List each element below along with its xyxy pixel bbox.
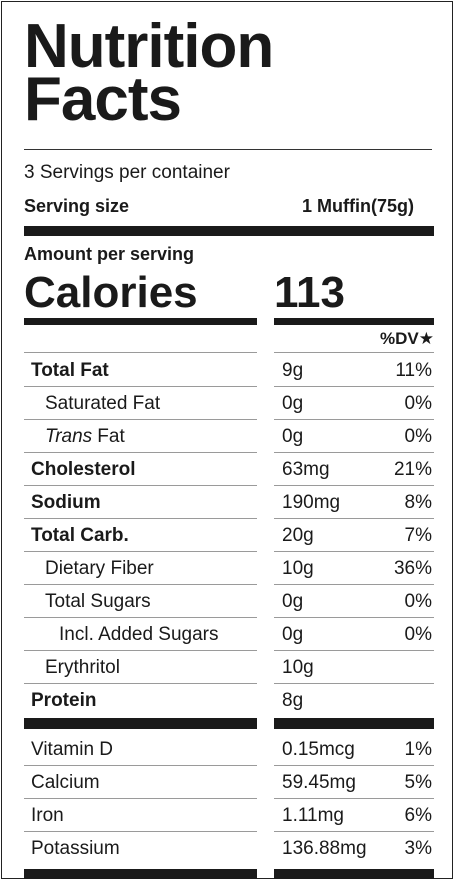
- divider: [274, 352, 434, 353]
- nutrient-dv: 0%: [404, 624, 432, 645]
- nutrient-amount: 0g: [282, 624, 304, 645]
- row-cell: [274, 519, 434, 552]
- row-cell: [274, 354, 434, 387]
- row-cell: [274, 552, 434, 585]
- nutrient-dv: 0%: [404, 591, 432, 612]
- nutrient-amount: 136.88mg: [282, 838, 367, 859]
- thick-bar: [24, 869, 257, 879]
- row-cell: [24, 585, 257, 618]
- nutrient-name: Protein: [31, 690, 97, 711]
- calories-value: 113: [274, 268, 345, 317]
- servings: 3 Servings per container: [24, 162, 230, 183]
- row-cell: [24, 387, 257, 420]
- dv-header: %DV★: [380, 329, 434, 348]
- nutrient-amount: 63mg: [282, 459, 330, 480]
- nutrient-dv: 3%: [404, 838, 432, 859]
- nutrient-name: Incl. Added Sugars: [59, 624, 219, 645]
- row-cell: [24, 766, 257, 799]
- thick-bar: [24, 718, 257, 729]
- row-cell: [274, 585, 434, 618]
- nutrient-dv: 1%: [404, 739, 432, 760]
- row-cell: [274, 651, 434, 684]
- row-cell: [24, 651, 257, 684]
- row-cell: [274, 618, 434, 651]
- divider: [24, 352, 257, 353]
- amount-per-serving: Amount per serving: [24, 244, 195, 264]
- nutrient-name: Calcium: [31, 772, 100, 793]
- nutrient-dv: 6%: [404, 805, 432, 826]
- nutrient-amount: 20g: [282, 525, 314, 546]
- nutrient-dv: 36%: [393, 558, 432, 579]
- nutrient-name: Dietary Fiber: [45, 558, 154, 579]
- row-cell: [274, 486, 434, 519]
- nutrient-amount: 10g: [282, 657, 314, 678]
- row-cell: [24, 552, 257, 585]
- row-cell: [24, 354, 257, 387]
- nutrient-amount: 0g: [282, 591, 304, 612]
- row-cell: [274, 766, 434, 799]
- row-cell: [24, 799, 257, 832]
- row-cell: [274, 420, 434, 453]
- nutrient-name: Total Fat: [31, 360, 109, 381]
- row-cell: [24, 486, 257, 519]
- thick-bar: [24, 226, 434, 236]
- calories-label: Calories: [24, 268, 198, 317]
- bar: [274, 318, 434, 325]
- nutrient-name-italic: Trans: [45, 426, 93, 447]
- nutrient-amount: 0.15mcg: [282, 739, 355, 760]
- nutrient-dv: 5%: [404, 772, 432, 793]
- nutrient-name: Potassium: [31, 838, 120, 859]
- nutrient-amount: 9g: [282, 360, 304, 381]
- nutrient-dv: 11%: [395, 360, 432, 381]
- nutrient-name: Erythritol: [45, 657, 120, 678]
- nutrient-name: Saturated Fat: [45, 393, 161, 414]
- row-cell: [24, 618, 257, 651]
- row-cell: [24, 453, 257, 486]
- bar: [24, 318, 257, 325]
- nutrient-dv: 0%: [404, 393, 432, 414]
- nutrient-name: Cholesterol: [31, 459, 136, 480]
- nutrient-dv: 0%: [404, 426, 432, 447]
- nutrient-amount: 59.45mg: [282, 772, 356, 793]
- row-cell: [24, 733, 257, 766]
- nutrient-amount: 10g: [282, 558, 314, 579]
- nutrient-name: Iron: [31, 805, 64, 826]
- nutrient-name: Total Sugars: [45, 591, 151, 612]
- nutrient-amount: 0g: [282, 426, 304, 447]
- thick-bar: [274, 869, 434, 879]
- row-cell: [24, 420, 257, 453]
- nutrient-name: Sodium: [31, 492, 101, 513]
- title: Nutrition Facts: [24, 12, 274, 134]
- thick-bar: [274, 718, 434, 729]
- row-cell: [274, 799, 434, 832]
- row-cell: [274, 387, 434, 420]
- row-cell: [24, 519, 257, 552]
- nutrient-amount: 0g: [282, 393, 304, 414]
- nutrient-dv: 8%: [404, 492, 432, 513]
- serving-size-value: 1 Muffin(75g): [302, 196, 414, 216]
- nutrient-dv: 21%: [393, 459, 432, 480]
- serving-size-label: Serving size: [24, 196, 130, 216]
- nutrient-amount: 190mg: [282, 492, 341, 513]
- row-cell: [274, 453, 434, 486]
- divider: [24, 149, 432, 150]
- nutrient-amount: 8g: [282, 690, 304, 711]
- row-cell: [274, 733, 434, 766]
- nutrient-amount: 1.11mg: [282, 805, 344, 826]
- nutrient-name: Fat: [92, 426, 125, 447]
- nutrient-dv: 7%: [404, 525, 432, 546]
- nutrient-name: Vitamin D: [31, 739, 114, 760]
- nutrient-name: Total Carb.: [31, 525, 129, 546]
